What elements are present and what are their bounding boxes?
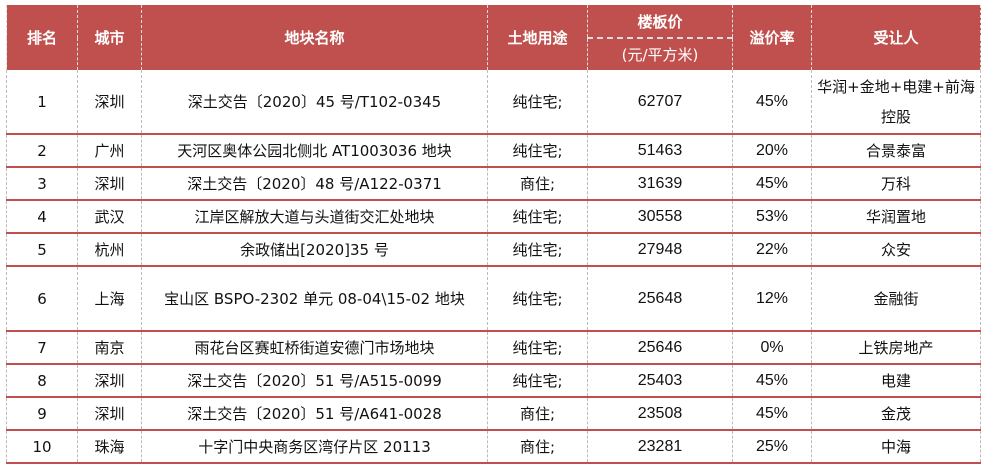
cell-buyer: 金茂 [811, 397, 981, 431]
cell-premium: 12% [732, 266, 812, 332]
cell-plot: 余政储出[2020]35 号 [141, 233, 488, 267]
cell-city: 武汉 [77, 200, 142, 234]
cell-premium: 45% [732, 167, 812, 201]
cell-plot: 十字门中央商务区湾仔片区 20113 [141, 430, 488, 464]
cell-rank: 8 [6, 364, 78, 398]
cell-plot: 宝山区 BSPO-2302 单元 08-04\15-02 地块 [141, 266, 488, 332]
cell-rank: 6 [6, 266, 78, 332]
cell-use: 纯住宅; [487, 200, 588, 234]
table-row: 9 深圳 深土交告〔2020〕51 号/A641-0028 商住; 23508 45% 金茂 [6, 397, 981, 431]
cell-price: 30558 [587, 200, 733, 234]
cell-city: 深圳 [77, 397, 142, 431]
cell-plot: 天河区奥体公园北侧北 AT1003036 地块 [141, 134, 488, 168]
cell-plot: 雨花台区赛虹桥街道安德门市场地块 [141, 331, 488, 365]
cell-price: 51463 [587, 134, 733, 168]
cell-premium: 45% [732, 70, 812, 135]
table-row: 2 广州 天河区奥体公园北侧北 AT1003036 地块 纯住宅; 51463 20% 合景… [6, 134, 981, 168]
cell-use: 纯住宅; [487, 134, 588, 168]
cell-use: 纯住宅; [487, 364, 588, 398]
cell-rank: 1 [6, 70, 78, 135]
cell-premium: 25% [732, 430, 812, 464]
cell-price: 31639 [587, 167, 733, 201]
header-plot: 地块名称 [141, 5, 488, 70]
cell-rank: 9 [6, 397, 78, 431]
table-row: 6 上海 宝山区 BSPO-2302 单元 08-04\15-02 地块 纯住宅; 25… [6, 266, 981, 332]
header-buyer: 受让人 [811, 5, 981, 70]
cell-buyer: 金融街 [811, 266, 981, 332]
header-use: 土地用途 [487, 5, 588, 70]
cell-city: 深圳 [77, 364, 142, 398]
cell-premium: 45% [732, 397, 812, 431]
cell-plot: 深土交告〔2020〕51 号/A515-0099 [141, 364, 488, 398]
cell-buyer: 电建 [811, 364, 981, 398]
cell-buyer: 合景泰富 [811, 134, 981, 168]
cell-price: 25648 [587, 266, 733, 332]
table-row: 1 深圳 深土交告〔2020〕45 号/T102-0345 纯住宅; 62707 45% 华… [6, 70, 981, 135]
cell-city: 杭州 [77, 233, 142, 267]
table-row: 5 杭州 余政储出[2020]35 号纯住宅; 27948 22% 众安 [6, 233, 981, 267]
cell-plot: 深土交告〔2020〕48 号/A122-0371 [141, 167, 488, 201]
cell-premium: 20% [732, 134, 812, 168]
header-price-unit: (元/平方米) [587, 38, 733, 70]
cell-city: 深圳 [77, 167, 142, 201]
table-row: 7 南京 雨花台区赛虹桥街道安德门市场地块 纯住宅; 25646 0% 上铁房地产 [6, 331, 981, 365]
cell-use: 商住; [487, 430, 588, 464]
cell-buyer: 众安 [811, 233, 981, 267]
cell-use: 商住; [487, 167, 588, 201]
header-city: 城市 [77, 5, 142, 70]
cell-price: 23281 [587, 430, 733, 464]
cell-rank: 7 [6, 331, 78, 365]
cell-plot: 深土交告〔2020〕45 号/T102-0345 [141, 70, 488, 135]
cell-use: 纯住宅; [487, 233, 588, 267]
cell-price: 25403 [587, 364, 733, 398]
header-price: 楼板价 [587, 5, 733, 39]
cell-city: 深圳 [77, 70, 142, 135]
cell-price: 27948 [587, 233, 733, 267]
cell-price: 62707 [587, 70, 733, 135]
cell-premium: 45% [732, 364, 812, 398]
table-row: 3 深圳 深土交告〔2020〕48 号/A122-0371 商住; 31639 45% 万科 [6, 167, 981, 201]
cell-price: 25646 [587, 331, 733, 365]
table-row: 4 武汉 江岸区解放大道与头道街交汇处地块 纯住宅; 30558 53% 华润置地 [6, 200, 981, 234]
cell-premium: 0% [732, 331, 812, 365]
cell-rank: 4 [6, 200, 78, 234]
cell-price: 23508 [587, 397, 733, 431]
cell-city: 广州 [77, 134, 142, 168]
cell-buyer: 万科 [811, 167, 981, 201]
cell-premium: 53% [732, 200, 812, 234]
cell-use: 纯住宅; [487, 266, 588, 332]
cell-rank: 2 [6, 134, 78, 168]
cell-city: 南京 [77, 331, 142, 365]
cell-buyer: 华润置地 [811, 200, 981, 234]
cell-city: 上海 [77, 266, 142, 332]
cell-rank: 5 [6, 233, 78, 267]
header-premium: 溢价率 [732, 5, 812, 70]
table-row: 8 深圳 深土交告〔2020〕51 号/A515-0099 纯住宅; 25403 45% 电… [6, 364, 981, 398]
cell-use: 纯住宅; [487, 70, 588, 135]
cell-buyer: 华润+金地+电建+前海控股 [811, 70, 981, 135]
header-rank: 排名 [6, 5, 78, 70]
cell-premium: 22% [732, 233, 812, 267]
cell-use: 商住; [487, 397, 588, 431]
cell-buyer: 上铁房地产 [811, 331, 981, 365]
cell-buyer: 中海 [811, 430, 981, 464]
cell-rank: 3 [6, 167, 78, 201]
land-ranking-table: 排名 城市 地块名称 土地用途 楼板价 溢价率 受让人 (元/平方米) 1 深圳深… [6, 5, 981, 464]
table-row: 10 珠海 十字门中央商务区湾仔片区 20113 商住; 23281 25% 中海 [6, 430, 981, 464]
cell-plot: 江岸区解放大道与头道街交汇处地块 [141, 200, 488, 234]
cell-use: 纯住宅; [487, 331, 588, 365]
cell-plot: 深土交告〔2020〕51 号/A641-0028 [141, 397, 488, 431]
cell-city: 珠海 [77, 430, 142, 464]
cell-rank: 10 [6, 430, 78, 464]
